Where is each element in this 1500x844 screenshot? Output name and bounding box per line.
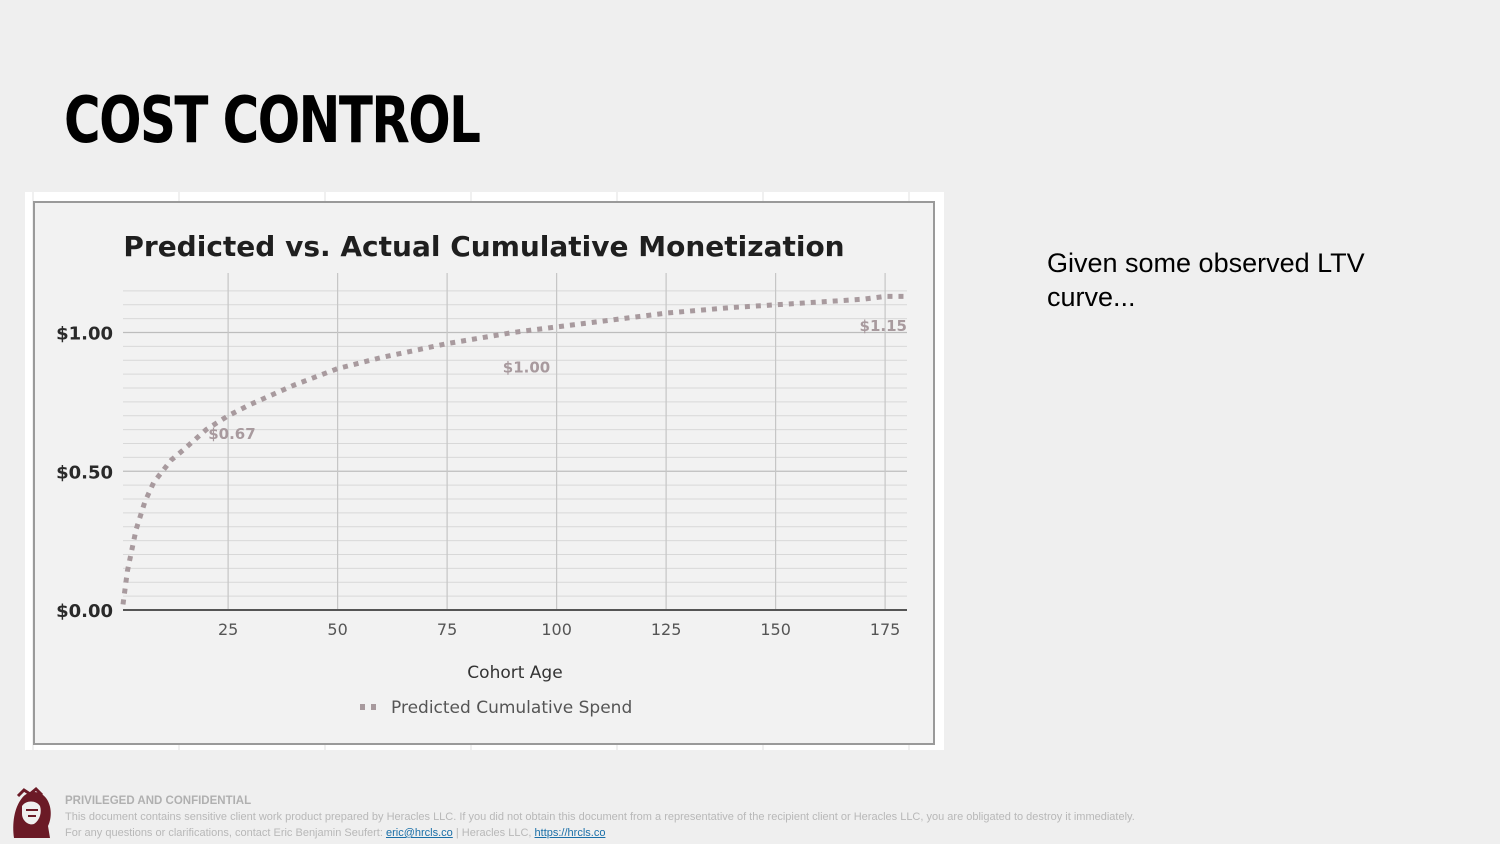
slide-title: COST CONTROL [64, 84, 481, 158]
side-text: Given some observed LTV curve... [1047, 248, 1365, 312]
legend: Predicted Cumulative Spend [360, 698, 632, 718]
heracles-logo-icon [13, 786, 51, 838]
footer-disclaimer: This document contains sensitive client … [65, 811, 1135, 823]
x-tick-label: 75 [437, 620, 457, 639]
x-axis-label: Cohort Age [467, 663, 562, 683]
annotations-layer: $0.67 $1.00 $1.15 [208, 317, 907, 443]
footer-contact: For any questions or clarifications, con… [65, 825, 1485, 841]
x-tick-label: 25 [218, 620, 238, 639]
y-tick-label: $0.00 [56, 601, 113, 622]
chart-title: Predicted vs. Actual Cumulative Monetiza… [123, 230, 844, 263]
data-label: $1.15 [860, 317, 907, 335]
y-tick-label: $0.50 [56, 462, 113, 483]
x-tick-label: 125 [651, 620, 682, 639]
email-link[interactable]: eric@hrcls.co [385, 827, 453, 839]
footer-contact-prefix: For any questions or clarifications, con… [65, 827, 383, 839]
footer-contact-mid: | Heracles LLC, [455, 827, 532, 839]
footer: PRIVILEGED AND CONFIDENTIAL This documen… [65, 793, 1485, 841]
x-tick-label: 50 [327, 620, 347, 639]
chart-frame [33, 201, 935, 745]
x-tick-label: 100 [541, 620, 572, 639]
x-tick-label: 150 [760, 620, 791, 639]
website-link[interactable]: https://hrcls.co [534, 827, 606, 839]
x-axis-ticks: 25 50 75 100 125 150 175 [218, 620, 900, 639]
plot-gridlines [123, 273, 907, 610]
data-label: $0.67 [208, 425, 255, 443]
data-label: $1.00 [503, 359, 550, 377]
y-axis-ticks: $0.00 $0.50 $1.00 [56, 324, 113, 623]
x-tick-label: 175 [870, 620, 901, 639]
footer-heading: PRIVILEGED AND CONFIDENTIAL [65, 795, 252, 807]
legend-label: Predicted Cumulative Spend [391, 698, 632, 718]
y-tick-label: $1.00 [56, 324, 113, 345]
ltv-chart: Predicted vs. Actual Cumulative Monetiza… [32, 192, 935, 750]
chart-image: Predicted vs. Actual Cumulative Monetiza… [25, 192, 944, 750]
